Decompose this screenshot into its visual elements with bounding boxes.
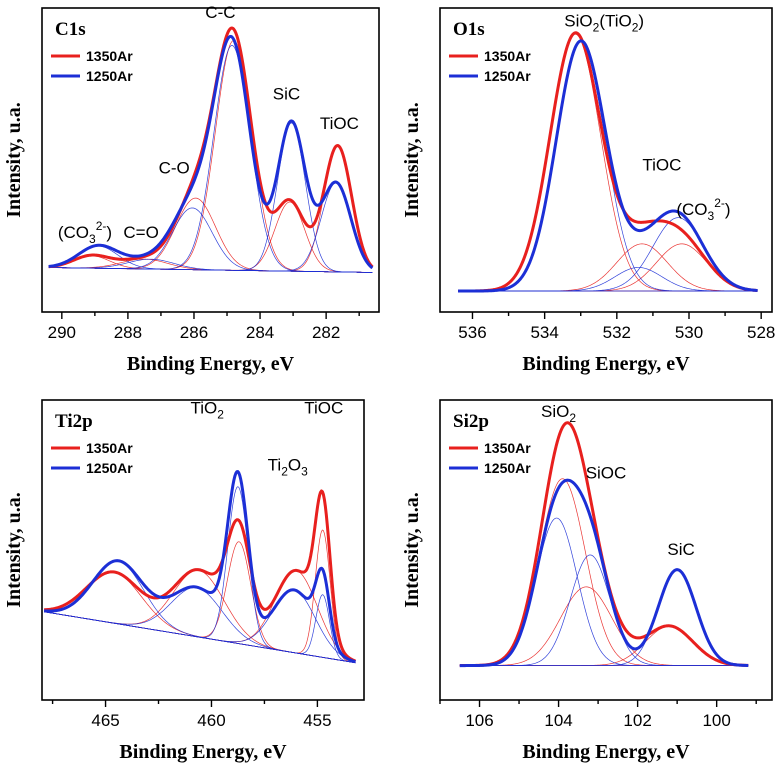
legend: 1350Ar 1250Ar: [51, 440, 133, 476]
panel-si2p: 106 104 102 100 Binding Energy, eV Intensity,…: [401, 399, 773, 763]
peak-label: SiC: [273, 84, 300, 103]
component-peak-1250Ar-4: [44, 589, 356, 663]
component-peak-1250Ar-3: [458, 217, 758, 292]
x-tick-label: 102: [623, 711, 651, 730]
envelope-curve-1350Ar: [457, 31, 759, 293]
plot-area: [43, 470, 357, 664]
plot-area: [459, 421, 749, 668]
y-axis-label: Intensity, u.a.: [3, 492, 25, 608]
envelope-curve-1250Ar: [457, 39, 759, 293]
panel-title: Si2p: [453, 411, 489, 432]
panel-c1s: 290 288 286 284 282 Binding Energy, eV Intensi…: [3, 3, 380, 375]
x-tick-label: 100: [702, 711, 730, 730]
legend-label-1250Ar: 1250Ar: [86, 460, 133, 476]
component-peak-1250Ar-3: [44, 486, 356, 664]
component-peak-1250Ar-2: [48, 258, 373, 273]
x-axis-label: Binding Energy, eV: [522, 741, 690, 763]
component-peak-1250Ar-6: [48, 182, 373, 272]
peak-label: C-O: [159, 159, 190, 178]
x-tick-label: 532: [603, 323, 631, 342]
y-axis-label: Intensity, u.a.: [401, 102, 423, 218]
peak-label: SiOC: [586, 464, 627, 483]
peak-label: SiO2(TiO2): [564, 11, 644, 34]
legend: 1350Ar 1250Ar: [449, 48, 531, 84]
legend: 1350Ar 1250Ar: [449, 440, 531, 476]
legend-label-1350Ar: 1350Ar: [86, 48, 133, 64]
legend-label-1350Ar: 1350Ar: [86, 440, 133, 456]
y-axis-label: Intensity, u.a.: [401, 492, 423, 608]
axes-frame: [41, 7, 380, 313]
x-axis-label: Binding Energy, eV: [127, 353, 295, 375]
peak-label: SiC: [667, 540, 694, 559]
component-peak-1350Ar-2: [48, 258, 373, 273]
x-tick-label: 288: [114, 323, 142, 342]
y-axis-label: Intensity, u.a.: [3, 102, 25, 218]
x-axis-label: Binding Energy, eV: [522, 353, 690, 375]
peak-label: C-C: [205, 3, 235, 22]
envelope-curve-1350Ar: [43, 489, 357, 663]
legend-label-1350Ar: 1350Ar: [484, 48, 531, 64]
peak-label: TiO2: [191, 399, 225, 422]
x-tick-label: 106: [465, 711, 493, 730]
legend: 1350Ar 1250Ar: [51, 48, 133, 84]
peak-label: C=O: [123, 223, 158, 242]
plot-area: [48, 26, 374, 273]
axes-frame: [439, 399, 773, 701]
panel-title: C1s: [55, 19, 86, 40]
x-tick-label: 460: [197, 711, 225, 730]
component-peak-1250Ar-1: [459, 517, 749, 666]
peak-label: TiOC: [320, 114, 359, 133]
legend-label-1250Ar: 1250Ar: [86, 68, 133, 84]
component-peak-1250Ar-3: [48, 207, 373, 273]
peak-label: TiOC: [642, 155, 681, 174]
envelope-curve-1250Ar: [48, 34, 374, 270]
x-tick-label: 104: [544, 711, 572, 730]
component-peak-1250Ar-5: [44, 594, 356, 664]
x-tick-label: 534: [530, 323, 558, 342]
legend-label-1350Ar: 1350Ar: [484, 440, 531, 456]
x-tick-label: 455: [303, 711, 331, 730]
x-tick-label: 465: [91, 711, 119, 730]
x-tick-label: 286: [180, 323, 208, 342]
panel-ti2p: 465 460 455 Binding Energy, eV Intensity, u.…: [3, 399, 365, 763]
panel-title: O1s: [453, 19, 485, 40]
x-tick-label: 528: [747, 323, 775, 342]
x-tick-label: 530: [675, 323, 703, 342]
peak-label: (CO32-): [676, 196, 730, 223]
peak-label: TiOC: [304, 399, 343, 418]
envelope-curve-1250Ar: [43, 470, 357, 664]
x-tick-label: 282: [312, 323, 340, 342]
legend-label-1250Ar: 1250Ar: [484, 68, 531, 84]
plot-area: [457, 31, 759, 293]
peak-label: SiO2: [541, 402, 576, 425]
x-axis-label: Binding Energy, eV: [119, 741, 287, 763]
legend-label-1250Ar: 1250Ar: [484, 460, 531, 476]
peak-label: (CO32-): [58, 219, 112, 246]
x-tick-label: 284: [246, 323, 274, 342]
panel-title: Ti2p: [55, 411, 93, 432]
x-tick-label: 536: [458, 323, 486, 342]
axes-frame: [41, 399, 365, 701]
x-tick-label: 290: [48, 323, 76, 342]
envelope-curve-1250Ar: [459, 478, 749, 668]
panel-o1s: 536 534 532 530 528 Binding Energy, eV Intensi…: [401, 7, 775, 375]
axes-frame: [439, 7, 773, 313]
peak-label: Ti2O3: [268, 456, 308, 479]
